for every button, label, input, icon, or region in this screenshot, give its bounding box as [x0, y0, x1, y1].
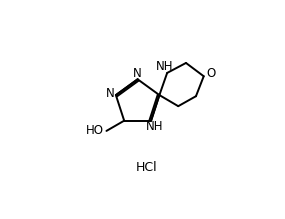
Text: NH: NH: [146, 120, 164, 133]
Text: NH: NH: [156, 60, 174, 73]
Text: N: N: [133, 67, 142, 80]
Text: HCl: HCl: [135, 161, 157, 174]
Text: N: N: [106, 87, 115, 100]
Text: HO: HO: [86, 124, 103, 137]
Text: O: O: [207, 67, 216, 80]
